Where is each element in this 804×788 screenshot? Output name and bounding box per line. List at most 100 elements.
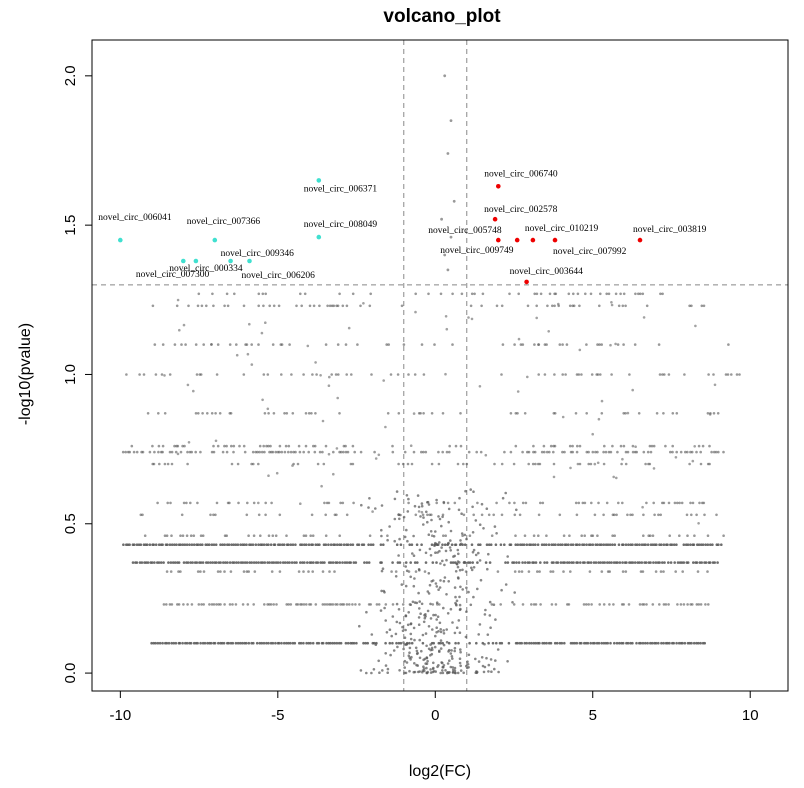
ns-point	[352, 561, 356, 564]
ns-point	[710, 450, 713, 454]
ns-point	[456, 560, 460, 563]
ns-point	[681, 641, 684, 645]
point-label: novel_circ_008049	[304, 220, 378, 230]
ns-point	[487, 552, 490, 556]
ns-point	[423, 616, 427, 620]
ns-point	[694, 324, 697, 328]
ns-point	[328, 304, 332, 308]
ns-point	[631, 513, 634, 517]
ns-point	[562, 570, 565, 573]
ns-point	[423, 669, 426, 673]
ns-point	[257, 513, 261, 517]
ns-point	[391, 450, 395, 454]
ns-point	[616, 343, 620, 346]
ns-point	[575, 450, 579, 454]
ns-point	[435, 585, 439, 588]
ns-point	[676, 501, 679, 505]
ns-point	[445, 450, 449, 454]
ns-point	[352, 501, 355, 505]
ns-point	[530, 641, 533, 645]
ns-point	[467, 666, 470, 669]
ns-point	[180, 343, 183, 346]
ns-point	[442, 643, 446, 647]
ns-point	[296, 462, 300, 466]
ns-point	[483, 665, 487, 669]
ns-point	[644, 561, 648, 564]
ns-point	[691, 603, 694, 606]
ns-point	[345, 561, 349, 564]
ns-point	[459, 669, 463, 672]
ns-point	[596, 543, 599, 546]
ns-point	[704, 543, 707, 546]
ns-point	[456, 462, 460, 466]
ns-point	[185, 534, 189, 537]
ns-point	[531, 462, 535, 466]
ns-point	[571, 543, 575, 546]
ns-point	[479, 543, 482, 546]
ns-point	[241, 561, 245, 564]
ns-point	[406, 539, 409, 543]
ns-point	[652, 561, 655, 564]
ns-point	[436, 551, 439, 554]
ns-point	[331, 603, 335, 606]
ns-point	[417, 623, 421, 626]
ns-point	[437, 462, 441, 466]
ns-point	[387, 343, 391, 346]
ns-point	[604, 641, 608, 645]
ns-point	[587, 450, 590, 454]
ns-point	[230, 543, 233, 546]
ns-point	[597, 561, 600, 564]
ns-point	[444, 315, 448, 318]
ns-point	[699, 543, 703, 546]
ns-point	[657, 343, 661, 346]
ns-point	[340, 543, 343, 546]
ns-point	[439, 292, 443, 296]
ns-point	[396, 561, 400, 564]
ns-point	[278, 513, 282, 517]
ns-point	[534, 561, 538, 564]
ns-point	[453, 631, 457, 635]
ns-point	[430, 412, 434, 415]
ns-point	[382, 589, 386, 593]
ns-point	[324, 444, 328, 448]
ns-point	[727, 343, 730, 346]
ns-point	[449, 607, 453, 611]
ns-point	[239, 561, 243, 564]
ns-point	[487, 513, 491, 517]
ns-point	[131, 561, 135, 564]
ns-point	[556, 561, 560, 564]
ns-point	[409, 561, 413, 564]
ns-point	[170, 534, 173, 537]
ns-point	[162, 561, 165, 564]
ns-point	[409, 622, 413, 625]
ns-point	[708, 462, 711, 466]
ns-point	[621, 641, 625, 645]
ns-point	[545, 450, 549, 454]
ns-point	[409, 632, 413, 636]
ns-point	[528, 641, 531, 645]
ns-point	[582, 543, 586, 546]
ns-point	[303, 561, 306, 564]
ns-point	[641, 505, 644, 509]
ns-point	[222, 641, 226, 645]
ns-point	[294, 450, 297, 454]
ns-point	[513, 343, 516, 346]
ns-point	[245, 570, 249, 573]
ns-point	[515, 561, 518, 564]
ns-point	[252, 603, 255, 606]
ns-point	[153, 561, 156, 564]
ns-point	[738, 373, 741, 376]
ns-point	[412, 554, 416, 557]
ns-point	[277, 641, 281, 645]
ns-point	[426, 590, 430, 593]
ns-point	[480, 502, 484, 506]
ns-point	[201, 412, 204, 415]
ns-point	[658, 543, 661, 546]
ns-point	[377, 659, 381, 663]
ns-point	[617, 304, 621, 308]
ns-point	[419, 412, 422, 415]
ns-point	[545, 534, 548, 537]
ns-point	[429, 654, 432, 657]
ns-point	[236, 641, 240, 645]
ns-point	[174, 641, 178, 645]
